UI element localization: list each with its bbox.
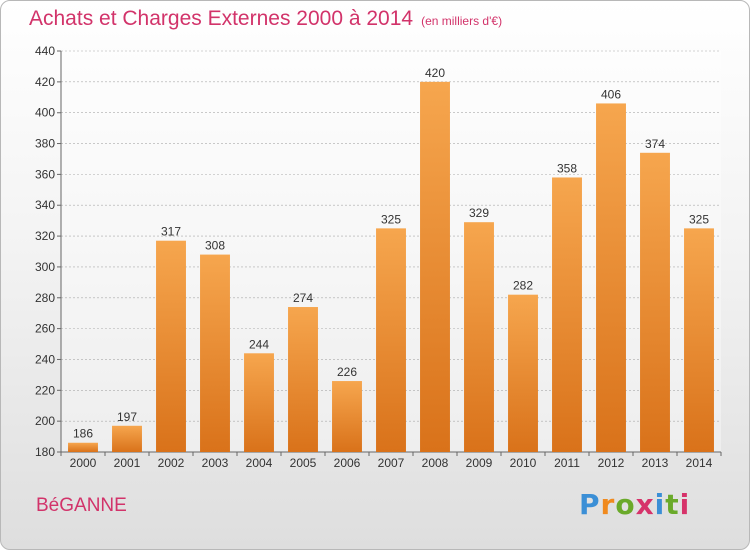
value-label-2000: 186 — [73, 427, 93, 441]
x-tick-label-2004: 2004 — [246, 456, 273, 470]
x-tick-label-2013: 2013 — [642, 456, 669, 470]
value-label-2005: 274 — [293, 291, 313, 305]
x-tick-label-2009: 2009 — [466, 456, 493, 470]
y-tick-label: 360 — [35, 167, 55, 181]
x-tick-label-2007: 2007 — [378, 456, 405, 470]
bar-2008 — [420, 81, 450, 452]
value-label-2002: 317 — [161, 225, 181, 239]
value-label-2009: 329 — [469, 206, 489, 220]
x-tick-label-2008: 2008 — [422, 456, 449, 470]
value-label-2006: 226 — [337, 365, 357, 379]
bar-2013 — [640, 152, 670, 453]
x-tick-label-2001: 2001 — [114, 456, 141, 470]
title-unit: (en milliers d'€) — [421, 14, 503, 28]
y-tick-label: 220 — [35, 383, 55, 397]
logo-letter: t — [665, 488, 680, 521]
y-tick-label: 240 — [35, 352, 55, 366]
value-label-2001: 197 — [117, 410, 137, 424]
y-tick-label: 380 — [35, 137, 55, 151]
bar-2007 — [376, 228, 406, 452]
x-tick-label-2003: 2003 — [202, 456, 229, 470]
bar-2010 — [508, 294, 538, 452]
x-tick-label-2002: 2002 — [158, 456, 185, 470]
bar-2000 — [68, 442, 98, 452]
bar-2009 — [464, 222, 494, 452]
logo-letter: r — [600, 488, 616, 521]
y-tick-label: 180 — [35, 445, 55, 459]
x-tick-label-2010: 2010 — [510, 456, 537, 470]
logo-letter: i — [679, 488, 691, 521]
commune-name: BéGANNE — [36, 495, 127, 516]
bar-2005 — [288, 307, 318, 452]
logo-letter: P — [579, 488, 601, 521]
bar-2011 — [552, 177, 582, 452]
value-label-2014: 325 — [689, 212, 709, 226]
bar-2003 — [200, 254, 230, 452]
x-tick-label-2005: 2005 — [290, 456, 317, 470]
y-tick-label: 280 — [35, 291, 55, 305]
value-label-2004: 244 — [249, 337, 269, 351]
y-tick-label: 400 — [35, 106, 55, 120]
value-label-2010: 282 — [513, 279, 533, 293]
y-tick-label: 260 — [35, 322, 55, 336]
logo-letter: o — [615, 488, 636, 521]
value-label-2013: 374 — [645, 137, 665, 151]
x-tick-label-2000: 2000 — [70, 456, 97, 470]
x-tick-label-2011: 2011 — [554, 456, 580, 470]
value-label-2007: 325 — [381, 212, 401, 226]
value-label-2003: 308 — [205, 239, 225, 253]
x-tick-label-2014: 2014 — [686, 456, 713, 470]
bar-2002 — [156, 240, 186, 452]
logo-letter: x — [635, 488, 655, 521]
y-tick-label: 440 — [35, 44, 55, 58]
bar-2001 — [112, 425, 142, 452]
chart-title: Achats et Charges Externes 2000 à 2014 (e… — [29, 7, 502, 31]
bar-2014 — [684, 228, 714, 452]
value-label-2011: 358 — [557, 161, 577, 175]
proxiti-logo: Proxiti — [579, 488, 690, 521]
y-tick-label: 320 — [35, 229, 55, 243]
y-tick-label: 420 — [35, 75, 55, 89]
x-tick-label-2006: 2006 — [334, 456, 361, 470]
value-label-2012: 406 — [601, 87, 621, 101]
bar-2004 — [244, 353, 274, 452]
bar-2012 — [596, 103, 626, 452]
value-label-2008: 420 — [425, 66, 445, 80]
y-tick-label: 340 — [35, 198, 55, 212]
logo-letter: i — [654, 488, 666, 521]
title-text: Achats et Charges Externes 2000 à 2014 — [29, 7, 414, 30]
bar-2006 — [332, 381, 362, 452]
x-tick-label-2012: 2012 — [598, 456, 625, 470]
y-tick-label: 200 — [35, 414, 55, 428]
y-tick-label: 300 — [35, 260, 55, 274]
